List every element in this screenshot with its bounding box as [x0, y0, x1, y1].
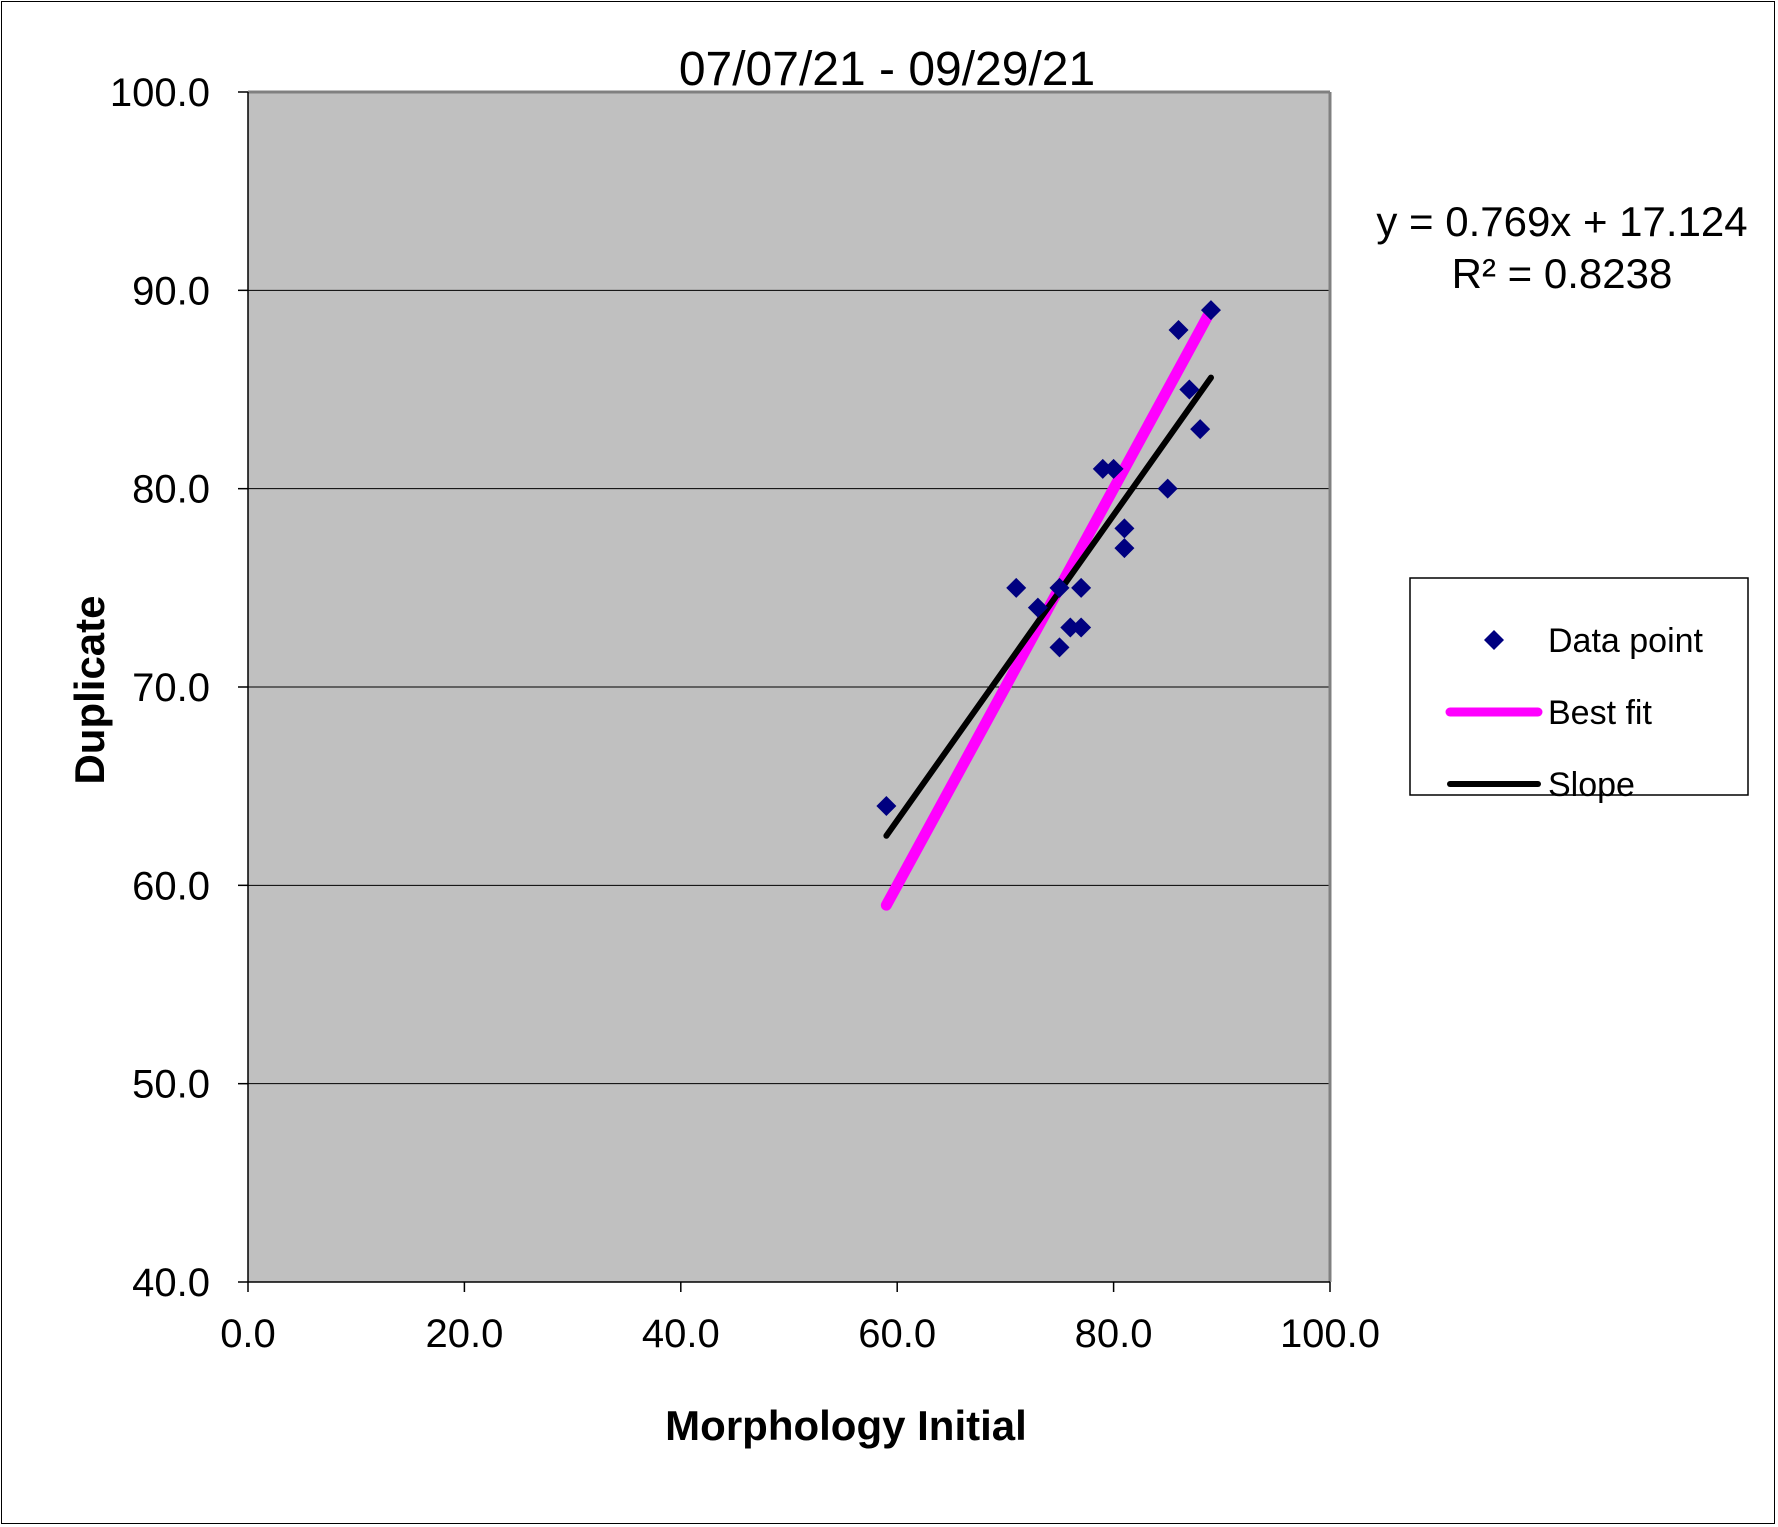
y-tick-label: 90.0: [132, 269, 210, 313]
data-point: [1071, 577, 1092, 598]
data-point: [876, 796, 897, 816]
chart-title: 07/07/21 - 09/29/21: [679, 43, 1095, 96]
y-tick-label: 50.0: [132, 1063, 210, 1107]
data-point: [1071, 617, 1092, 638]
data-point: [1157, 478, 1178, 499]
data-point: [1200, 300, 1221, 321]
data-point: [1060, 617, 1081, 638]
trendline-r-squared: R² = 0.8238: [1452, 250, 1673, 297]
data-point: [1049, 637, 1070, 658]
y-tick-label: 80.0: [132, 468, 210, 512]
legend: Data point Best fit Slope: [1409, 577, 1749, 804]
legend-label: Slope: [1548, 766, 1635, 804]
legend-label: Best fit: [1548, 694, 1652, 732]
data-point: [1049, 577, 1070, 598]
data-point: [1114, 518, 1135, 539]
data-point: [1114, 538, 1135, 559]
y-tick-label: 100.0: [110, 71, 210, 115]
data-point: [1006, 577, 1027, 598]
plot-area: [248, 90, 1332, 1282]
data-point: [1092, 458, 1113, 479]
x-axis-title: Morphology Initial: [665, 1402, 1027, 1449]
x-tick-label: 40.0: [642, 1312, 720, 1356]
x-tick-label: 0.0: [220, 1312, 276, 1356]
legend-items: Data point Best fit Slope: [1445, 622, 1704, 804]
x-tick-label: 20.0: [425, 1312, 503, 1356]
x-tick-label: 80.0: [1075, 1312, 1153, 1356]
axes: 40.0 50.0 60.0 70.0 80.0 90.0 100.0 0.0 20.0 40.0…: [110, 71, 1380, 1356]
y-axis-title: Duplicate: [66, 595, 113, 784]
data-point: [1190, 419, 1211, 440]
data-point: [1103, 458, 1124, 479]
series-line-slope: [883, 374, 1214, 839]
x-tick-label: 100.0: [1280, 1312, 1380, 1356]
legend-marker-data-point: [1484, 630, 1504, 650]
data-point: [1027, 597, 1048, 618]
y-tick-label: 70.0: [132, 666, 210, 710]
series-layer: [876, 300, 1221, 911]
data-point: [1168, 320, 1189, 340]
trendline-equation: y = 0.769x + 17.124: [1376, 198, 1747, 245]
data-point: [1179, 379, 1200, 400]
x-tick-label: 60.0: [858, 1312, 936, 1356]
y-tick-label: 40.0: [132, 1261, 210, 1305]
y-tick-label: 60.0: [132, 864, 210, 908]
legend-label: Data point: [1548, 622, 1704, 660]
legend-box: [1409, 577, 1749, 796]
